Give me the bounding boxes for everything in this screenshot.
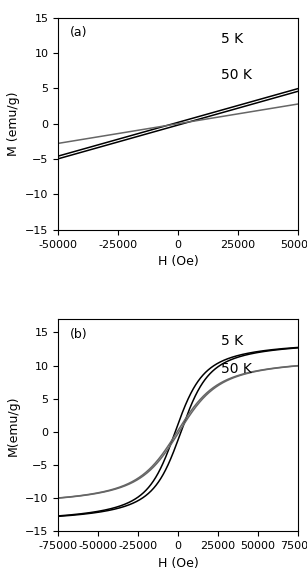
Text: (b): (b) (70, 328, 88, 340)
Text: 5 K: 5 K (221, 334, 243, 348)
Text: 50 K: 50 K (221, 68, 252, 82)
Y-axis label: M (emu/g): M (emu/g) (7, 92, 20, 156)
Text: (a): (a) (70, 26, 88, 39)
Text: 50 K: 50 K (221, 361, 252, 376)
Y-axis label: M(emu/g): M(emu/g) (7, 395, 20, 456)
X-axis label: H (Oe): H (Oe) (158, 255, 198, 268)
Text: 5 K: 5 K (221, 32, 243, 46)
X-axis label: H (Oe): H (Oe) (158, 557, 198, 570)
